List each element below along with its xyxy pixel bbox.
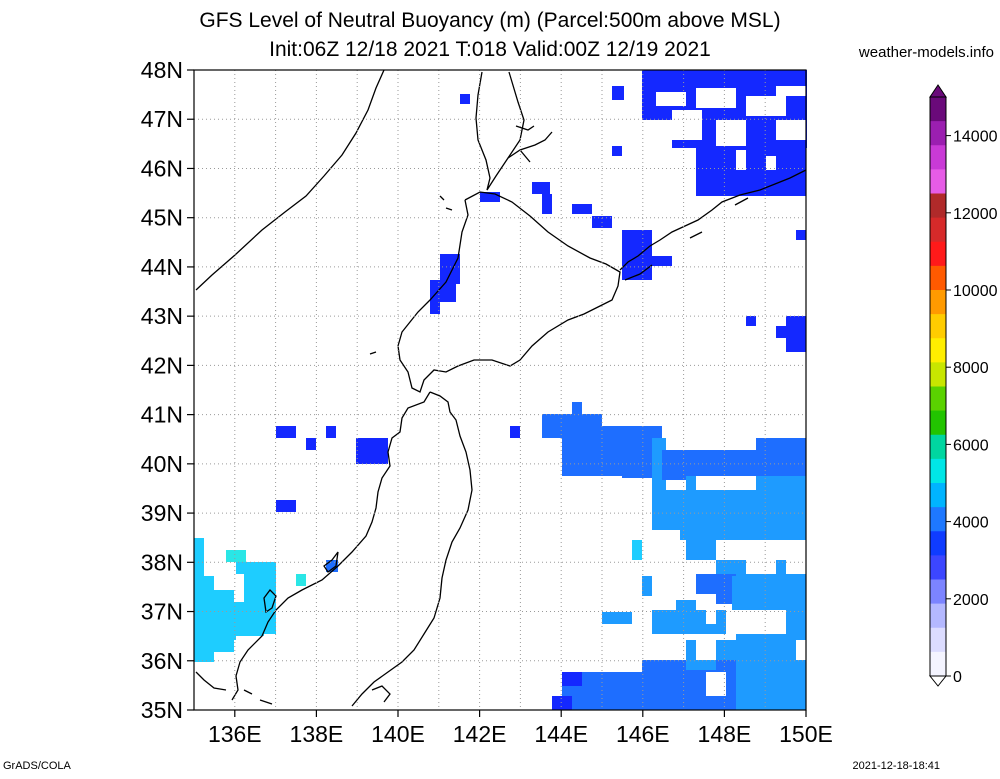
latitude-label: 38N — [141, 549, 183, 575]
coastline-westjapan — [195, 671, 391, 705]
lat-lon-grid — [194, 70, 806, 710]
colorbar-swatch — [930, 217, 946, 243]
longitude-label: 144E — [534, 721, 588, 747]
longitude-label: 142E — [453, 721, 507, 747]
footer-timestamp: 2021-12-18-18:41 — [852, 760, 940, 772]
colorbar-swatch — [930, 265, 946, 291]
longitude-label: 136E — [208, 721, 262, 747]
coastline-sado — [323, 551, 339, 573]
colorbar-swatch — [930, 627, 946, 653]
colorbar-swatch — [930, 362, 946, 387]
colorbar-swatch — [930, 193, 946, 219]
latitude-axis: 48N 47N 46N 45N 44N 43N 42N 41N 40N 39N 38N 37N 36N 3… — [141, 57, 194, 723]
map-title-line1: GFS Level of Neutral Buoyancy (m) (Parce… — [199, 9, 781, 32]
buoyancy-shading — [194, 70, 807, 710]
colorbar-bottom-arrow — [928, 675, 948, 687]
latitude-label: 39N — [141, 500, 183, 526]
latitude-label: 41N — [141, 402, 183, 428]
colorbar-swatch — [930, 338, 946, 363]
colorbar-labels: 14000 12000 10000 8000 6000 4000 2000 0 — [946, 129, 998, 686]
longitude-label: 146E — [616, 721, 670, 747]
latitude-label: 46N — [141, 155, 183, 181]
colorbar-swatch — [930, 290, 946, 315]
latitude-label: 37N — [141, 599, 183, 625]
colorbar-swatch — [930, 651, 946, 677]
latitude-label: 44N — [141, 254, 183, 280]
map-frame — [193, 69, 807, 711]
colorbar-swatch — [930, 386, 946, 412]
colorbar-swatch — [930, 483, 946, 508]
colorbar-swatch — [930, 531, 946, 556]
colorbar-swatch — [930, 579, 946, 605]
colorbar-label: 10000 — [953, 283, 998, 300]
colorbar-top-arrow — [929, 84, 947, 98]
colorbar-swatch — [930, 434, 946, 460]
coastline-honshu — [231, 391, 473, 707]
colorbar — [928, 84, 948, 687]
site-label: weather-models.info — [858, 44, 994, 61]
latitude-label: 48N — [141, 57, 183, 83]
coastline-small-islands — [369, 125, 535, 355]
longitude-label: 140E — [371, 721, 425, 747]
colorbar-swatch — [930, 169, 946, 194]
latitude-label: 47N — [141, 106, 183, 132]
colorbar-label: 8000 — [953, 360, 989, 377]
colorbar-label: 0 — [953, 669, 962, 686]
colorbar-label: 6000 — [953, 437, 989, 454]
coastline-sakhalin — [475, 71, 525, 191]
map-title-line2: Init:06Z 12/18 2021 T:018 Valid:00Z 12/1… — [269, 38, 711, 61]
coastline-aniwa — [507, 131, 553, 163]
coastline-noto — [263, 589, 277, 614]
latitude-label: 45N — [141, 205, 183, 231]
coastline-asia — [195, 69, 385, 291]
colorbar-swatch — [930, 555, 946, 580]
colorbar-swatch — [930, 507, 946, 532]
colorbar-swatch — [930, 410, 946, 436]
latitude-label: 35N — [141, 697, 183, 723]
longitude-label: 148E — [698, 721, 752, 747]
colorbar-swatch — [930, 458, 946, 484]
coastlines — [195, 69, 807, 707]
longitude-axis: 136E 138E 140E 142E 144E 146E 148E 150E — [208, 710, 833, 747]
latitude-label: 36N — [141, 648, 183, 674]
colorbar-label: 12000 — [953, 206, 998, 223]
longitude-label: 138E — [290, 721, 344, 747]
colorbar-label: 14000 — [953, 129, 998, 146]
colorbar-swatch — [930, 241, 946, 267]
footer-credit: GrADS/COLA — [3, 760, 71, 772]
coastline-hokkaido — [397, 191, 621, 393]
colorbar-label: 4000 — [953, 515, 989, 532]
colorbar-swatch — [930, 97, 946, 122]
colorbar-swatch — [930, 314, 946, 339]
colorbar-swatch — [930, 603, 946, 629]
coastline-kurils — [619, 169, 807, 281]
colorbar-swatch — [930, 121, 946, 146]
latitude-label: 43N — [141, 303, 183, 329]
latitude-label: 42N — [141, 352, 183, 378]
latitude-label: 40N — [141, 451, 183, 477]
colorbar-label: 2000 — [953, 592, 989, 609]
colorbar-swatch — [930, 145, 946, 170]
longitude-label: 150E — [779, 721, 833, 747]
